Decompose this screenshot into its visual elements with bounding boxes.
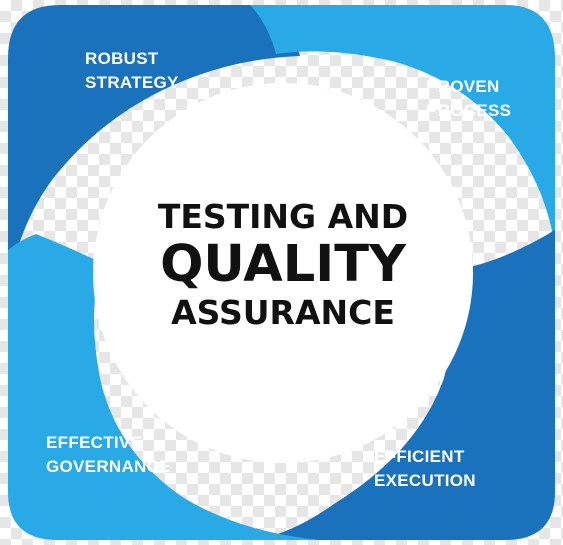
segment-label-line: EXECUTION — [374, 471, 476, 490]
title-line-1: TESTING AND — [157, 197, 409, 236]
segment-label-line: PROCESS — [426, 101, 512, 120]
segment-effective-governance — [8, 234, 320, 540]
segment-label-line: PROVEN — [426, 77, 500, 96]
segment-robust-strategy — [8, 5, 300, 300]
segment-efficient-execution — [258, 230, 555, 540]
diagram-title: TESTING AND QUALITY ASSURANCE — [100, 196, 466, 334]
segment-proven-process — [250, 5, 555, 250]
segment-label-effective-governance: EFFECTIVE GOVERNANCE — [46, 431, 171, 479]
segment-label-efficient-execution: EFFICIENT EXECUTION — [374, 445, 476, 493]
center-circle — [93, 83, 473, 463]
segment-label-line: GOVERNANCE — [46, 457, 171, 476]
segment-label-line: STRATEGY — [85, 73, 179, 92]
segment-label-line: EFFICIENT — [374, 447, 465, 466]
segment-label-proven-process: PROVEN PROCESS — [426, 75, 511, 123]
segment-label-line: EFFECTIVE — [46, 433, 143, 452]
segment-label-line: ROBUST — [85, 49, 159, 68]
title-line-2: QUALITY — [160, 235, 406, 294]
segment-label-robust-strategy: ROBUST STRATEGY — [85, 47, 179, 95]
title-line-3: ASSURANCE — [171, 293, 395, 332]
